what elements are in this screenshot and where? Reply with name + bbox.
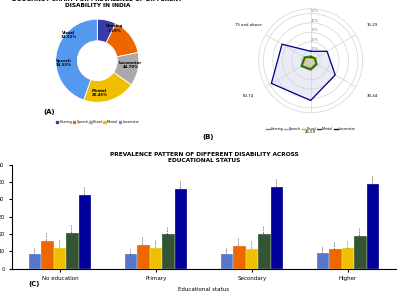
Text: 15.99%: 15.99%	[47, 231, 48, 240]
Bar	[271, 187, 283, 269]
Bar	[329, 249, 342, 269]
Text: Locomotor
44.70%: Locomotor 44.70%	[119, 61, 142, 69]
Text: (B): (B)	[202, 134, 214, 140]
Bar	[41, 241, 54, 269]
Bar	[233, 246, 246, 269]
Text: Mental
20.45%: Mental 20.45%	[92, 89, 108, 98]
Text: 20.84%: 20.84%	[72, 223, 73, 232]
Text: 47.10%: 47.10%	[276, 177, 278, 186]
Bar	[246, 249, 258, 269]
Wedge shape	[56, 19, 97, 100]
Title: PREVALENCE PATTERN OF DIFFERENT DISABILITY ACROSS
EDUCATIONAL STATUS: PREVALENCE PATTERN OF DIFFERENT DISABILI…	[110, 152, 298, 163]
Bar	[354, 236, 367, 269]
Text: 8.42%: 8.42%	[34, 246, 36, 253]
Text: 11.08%: 11.08%	[335, 240, 336, 249]
Bar	[367, 184, 379, 269]
Text: (A): (A)	[43, 109, 55, 115]
X-axis label: Educational status: Educational status	[178, 287, 230, 292]
Text: 42.76%: 42.76%	[84, 185, 86, 194]
Legend: Hearing, Speech, Visual, Mental, Locomotor: Hearing, Speech, Visual, Mental, Locomot…	[54, 119, 140, 126]
Text: 13.65%: 13.65%	[143, 235, 144, 244]
Text: Speech
14.55%: Speech 14.55%	[55, 58, 71, 67]
Text: 9.08%: 9.08%	[322, 245, 324, 252]
Title: DOUGHNUT CHART FOR PREVALENCE OF DIFFERENT
DISABILITY IN INDIA: DOUGHNUT CHART FOR PREVALENCE OF DIFFERE…	[12, 0, 182, 8]
Wedge shape	[97, 19, 116, 43]
Bar	[54, 248, 66, 269]
Bar	[66, 232, 79, 269]
Bar	[162, 234, 175, 269]
Polygon shape	[302, 57, 316, 69]
Text: 13.00%: 13.00%	[239, 237, 240, 245]
Text: 8.17%: 8.17%	[130, 246, 132, 254]
Legend: Hearing, Speech, Visual, Mental, Locomotor: Hearing, Speech, Visual, Mental, Locomot…	[264, 125, 357, 132]
Text: Hearing
7.29%: Hearing 7.29%	[106, 24, 124, 33]
Text: 49.09%: 49.09%	[372, 174, 374, 183]
Polygon shape	[301, 56, 317, 70]
Wedge shape	[84, 72, 131, 102]
Bar	[29, 254, 41, 269]
Bar	[221, 254, 233, 269]
Bar	[258, 234, 271, 269]
Polygon shape	[271, 44, 335, 100]
Text: 46.00%: 46.00%	[180, 179, 182, 188]
Bar	[317, 253, 329, 269]
Text: (C): (C)	[28, 281, 39, 287]
Text: 19.83%: 19.83%	[168, 225, 169, 234]
Text: 18.96%: 18.96%	[360, 226, 361, 235]
Wedge shape	[106, 23, 138, 57]
Bar	[125, 255, 137, 269]
Bar	[79, 194, 91, 269]
Text: Visual
13.02%: Visual 13.02%	[60, 31, 76, 39]
Text: 8.38%: 8.38%	[226, 246, 228, 253]
Bar	[342, 248, 354, 269]
Polygon shape	[302, 57, 316, 69]
Bar	[137, 245, 150, 269]
Wedge shape	[114, 53, 139, 85]
Bar	[150, 248, 162, 269]
Text: 20.03%: 20.03%	[264, 224, 265, 233]
Polygon shape	[302, 58, 316, 68]
Bar	[175, 189, 187, 269]
